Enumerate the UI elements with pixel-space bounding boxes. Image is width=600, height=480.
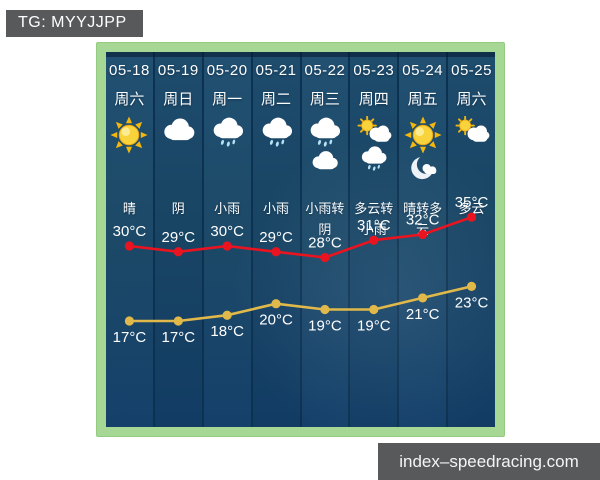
date-label: 05-18 — [109, 62, 150, 79]
rain-icon — [258, 116, 295, 147]
weekday-label: 周三 — [309, 91, 340, 108]
weekday-label: 周四 — [358, 91, 389, 108]
weather-icons — [258, 116, 295, 198]
weekday-label: 周六 — [114, 91, 145, 108]
cloud-icon — [309, 149, 340, 170]
day-column-05-20: 05-20 周一 小雨 — [203, 52, 251, 427]
cloud-icon — [160, 116, 197, 141]
date-label: 05-21 — [255, 62, 297, 79]
day-column-05-18: 05-18 周六 晴 — [106, 52, 153, 427]
condition-label: 多云转小雨 — [354, 201, 394, 237]
weather-icons — [404, 116, 442, 198]
date-label: 05-23 — [353, 62, 395, 79]
weekday-label: 周五 — [407, 91, 438, 108]
weekday-label: 周六 — [456, 91, 487, 108]
forecast-columns-container: 05-18 周六 晴 05-19 周日 阴 05-20 周一 小雨 05-21 周二 小雨 05… — [106, 52, 495, 427]
rain-icon — [358, 145, 389, 171]
day-column-05-23: 05-23 周四 多云转小雨 — [350, 52, 398, 427]
sun-icon — [110, 116, 148, 154]
tg-badge: TG: MYYJJPP — [6, 10, 143, 37]
condition-label: 多云 — [458, 201, 485, 216]
weekday-label: 周一 — [212, 91, 243, 108]
condition-label: 小雨转阴 — [305, 201, 345, 237]
weather-icons — [110, 116, 148, 198]
date-label: 05-22 — [304, 62, 346, 79]
day-column-05-21: 05-21 周二 小雨 — [252, 52, 300, 427]
sun-cloud-icon — [453, 116, 490, 143]
condition-label: 阴 — [171, 201, 185, 216]
rain-icon — [209, 116, 246, 147]
day-column-05-24: 05-24 周五 晴转多云 — [399, 52, 447, 427]
site-watermark: index–speedracing.com — [378, 443, 600, 480]
day-column-05-22: 05-22 周三 小雨转阴 — [301, 52, 349, 427]
sun-icon — [404, 116, 442, 154]
weekday-label: 周日 — [163, 91, 194, 108]
condition-label: 小雨 — [214, 201, 241, 216]
rain-icon — [306, 116, 343, 147]
weather-icons — [453, 116, 490, 198]
condition-label: 晴转多云 — [403, 201, 443, 237]
weather-icons — [306, 116, 343, 198]
condition-label: 晴 — [122, 201, 136, 216]
weather-icons — [209, 116, 246, 198]
weekday-label: 周二 — [261, 91, 292, 108]
date-label: 05-24 — [402, 62, 444, 79]
moon-cloud-icon — [407, 156, 438, 182]
date-label: 05-19 — [157, 62, 199, 79]
weather-forecast-panel: 05-18 周六 晴 05-19 周日 阴 05-20 周一 小雨 05-21 周二 小雨 05… — [96, 42, 505, 437]
day-column-05-19: 05-19 周日 阴 — [154, 52, 202, 427]
date-label: 05-25 — [451, 62, 492, 79]
day-column-05-25: 05-25 周六 多云 — [448, 52, 495, 427]
sun-cloud-icon — [355, 116, 392, 143]
weather-icons — [160, 116, 197, 198]
weather-icons — [355, 116, 392, 198]
date-label: 05-20 — [206, 62, 248, 79]
condition-label: 小雨 — [263, 201, 290, 216]
